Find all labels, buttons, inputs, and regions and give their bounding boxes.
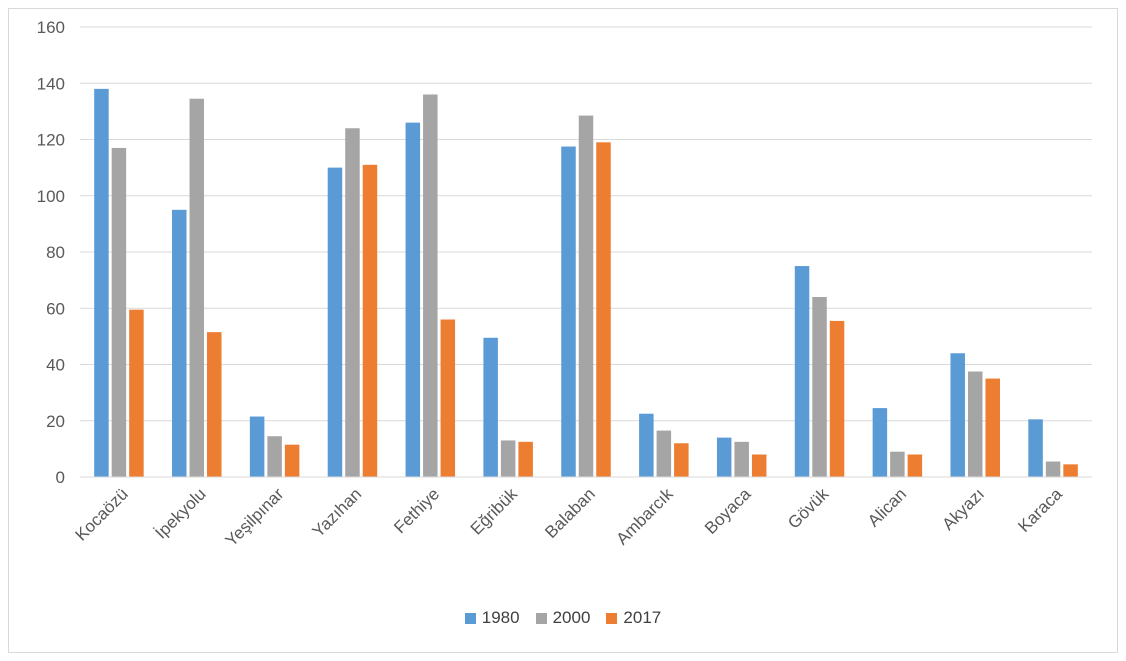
bar-2000 <box>578 115 594 477</box>
bar-2000 <box>500 440 516 477</box>
x-tick-label: Fethiye <box>390 484 443 537</box>
bar-2000 <box>734 441 749 477</box>
legend-label-1980: 1980 <box>481 608 520 627</box>
bar-1980 <box>872 408 888 477</box>
legend: 1980 2000 2017 <box>0 608 1126 628</box>
y-tick-label: 60 <box>46 299 65 318</box>
bar-2017 <box>440 319 456 477</box>
x-tick-label: Ambarcık <box>612 484 677 549</box>
x-tick-label: Eğribük <box>467 484 522 539</box>
bar-1980 <box>327 167 343 477</box>
bar-2000 <box>189 98 205 477</box>
bar-2000 <box>890 451 905 477</box>
bar-2017 <box>674 443 689 477</box>
bar-2000 <box>423 94 438 477</box>
x-tick-label: Kocaözü <box>72 484 132 544</box>
legend-item-2000: 2000 <box>535 608 591 628</box>
bar-2000 <box>812 297 827 477</box>
bar-2000 <box>967 371 983 477</box>
x-tick-label: Yeşilpınar <box>222 484 288 550</box>
y-tick-label: 80 <box>46 243 65 262</box>
bar-1980 <box>794 266 810 477</box>
y-tick-label: 120 <box>37 131 65 150</box>
bar-2000 <box>111 147 127 477</box>
x-tick-label: Alican <box>864 484 910 530</box>
legend-item-1980: 1980 <box>464 608 520 628</box>
bar-2000 <box>267 436 282 477</box>
legend-swatch-2000 <box>535 612 547 624</box>
y-tick-label: 140 <box>37 74 65 93</box>
bar-1980 <box>94 88 109 477</box>
bar-1980 <box>639 413 654 477</box>
x-tick-label: Yazıhan <box>309 484 366 541</box>
bar-2017 <box>207 332 222 477</box>
bar-1980 <box>561 146 576 477</box>
bar-2000 <box>656 430 672 477</box>
bar-2017 <box>518 441 533 477</box>
x-tick-label: Akyazı <box>939 484 989 534</box>
x-tick-label: Boyaca <box>701 484 755 538</box>
y-tick-label: 100 <box>37 187 65 206</box>
bar-1980 <box>249 416 265 477</box>
y-tick-label: 40 <box>46 356 65 375</box>
bar-2017 <box>829 320 845 477</box>
bar-2000 <box>1045 461 1061 477</box>
bar-2017 <box>596 142 611 477</box>
bar-1980 <box>950 353 965 477</box>
bar-2017 <box>1063 464 1078 477</box>
bar-2017 <box>985 378 1000 477</box>
bar-1980 <box>172 209 187 477</box>
bar-2017 <box>362 164 378 477</box>
x-tick-label: Karaca <box>1014 484 1066 536</box>
bar-1980 <box>716 437 732 477</box>
x-tick-label: Gövük <box>784 484 833 533</box>
legend-swatch-1980 <box>464 612 476 624</box>
bar-2017 <box>751 454 767 477</box>
bar-2000 <box>345 128 360 477</box>
x-tick-label: İpekyolu <box>151 484 209 542</box>
y-tick-label: 0 <box>56 468 65 487</box>
x-tick-label: Balaban <box>541 484 599 542</box>
bar-2017 <box>284 444 300 477</box>
bar-1980 <box>405 122 421 477</box>
bar-2017 <box>129 309 144 477</box>
bar-1980 <box>483 337 498 477</box>
legend-label-2000: 2000 <box>552 608 591 627</box>
legend-label-2017: 2017 <box>623 608 662 627</box>
legend-swatch-2017 <box>606 612 618 624</box>
legend-item-2017: 2017 <box>606 608 661 628</box>
y-tick-label: 160 <box>37 18 65 37</box>
bar-2017 <box>907 454 923 477</box>
bar-1980 <box>1028 419 1043 477</box>
y-tick-label: 20 <box>46 412 65 431</box>
